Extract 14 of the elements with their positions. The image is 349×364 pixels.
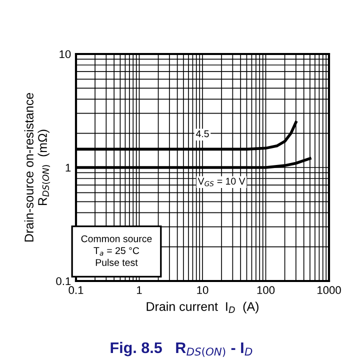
x-tick-label: 1000	[317, 286, 341, 294]
y-axis-title: Drain-source on-resistance R$_{DS(ON)}$ (mΩ)	[24, 93, 50, 242]
x-tick-label: 1	[137, 286, 142, 294]
y-tick-label: 10	[60, 50, 71, 58]
x-tick-label: 100	[257, 286, 275, 294]
x-tick-label: 0.1	[68, 286, 84, 294]
series-label: 4.5	[196, 130, 209, 138]
x-tick-label: 10	[197, 286, 208, 294]
series-label: V$_{GS}$ = 10 V	[198, 178, 246, 186]
text: Fig. 8.5 R$_{DS(ON)}$ - I$_{D}$	[110, 342, 252, 357]
y-tick-label: 0.1	[56, 277, 71, 286]
y-tick-label: 1	[66, 164, 71, 172]
x-axis-title: Drain current I$_{D}$ (A)	[146, 302, 258, 314]
annotation: Common source T$_{a}$ = 25 °C Pulse test	[81, 235, 152, 266]
